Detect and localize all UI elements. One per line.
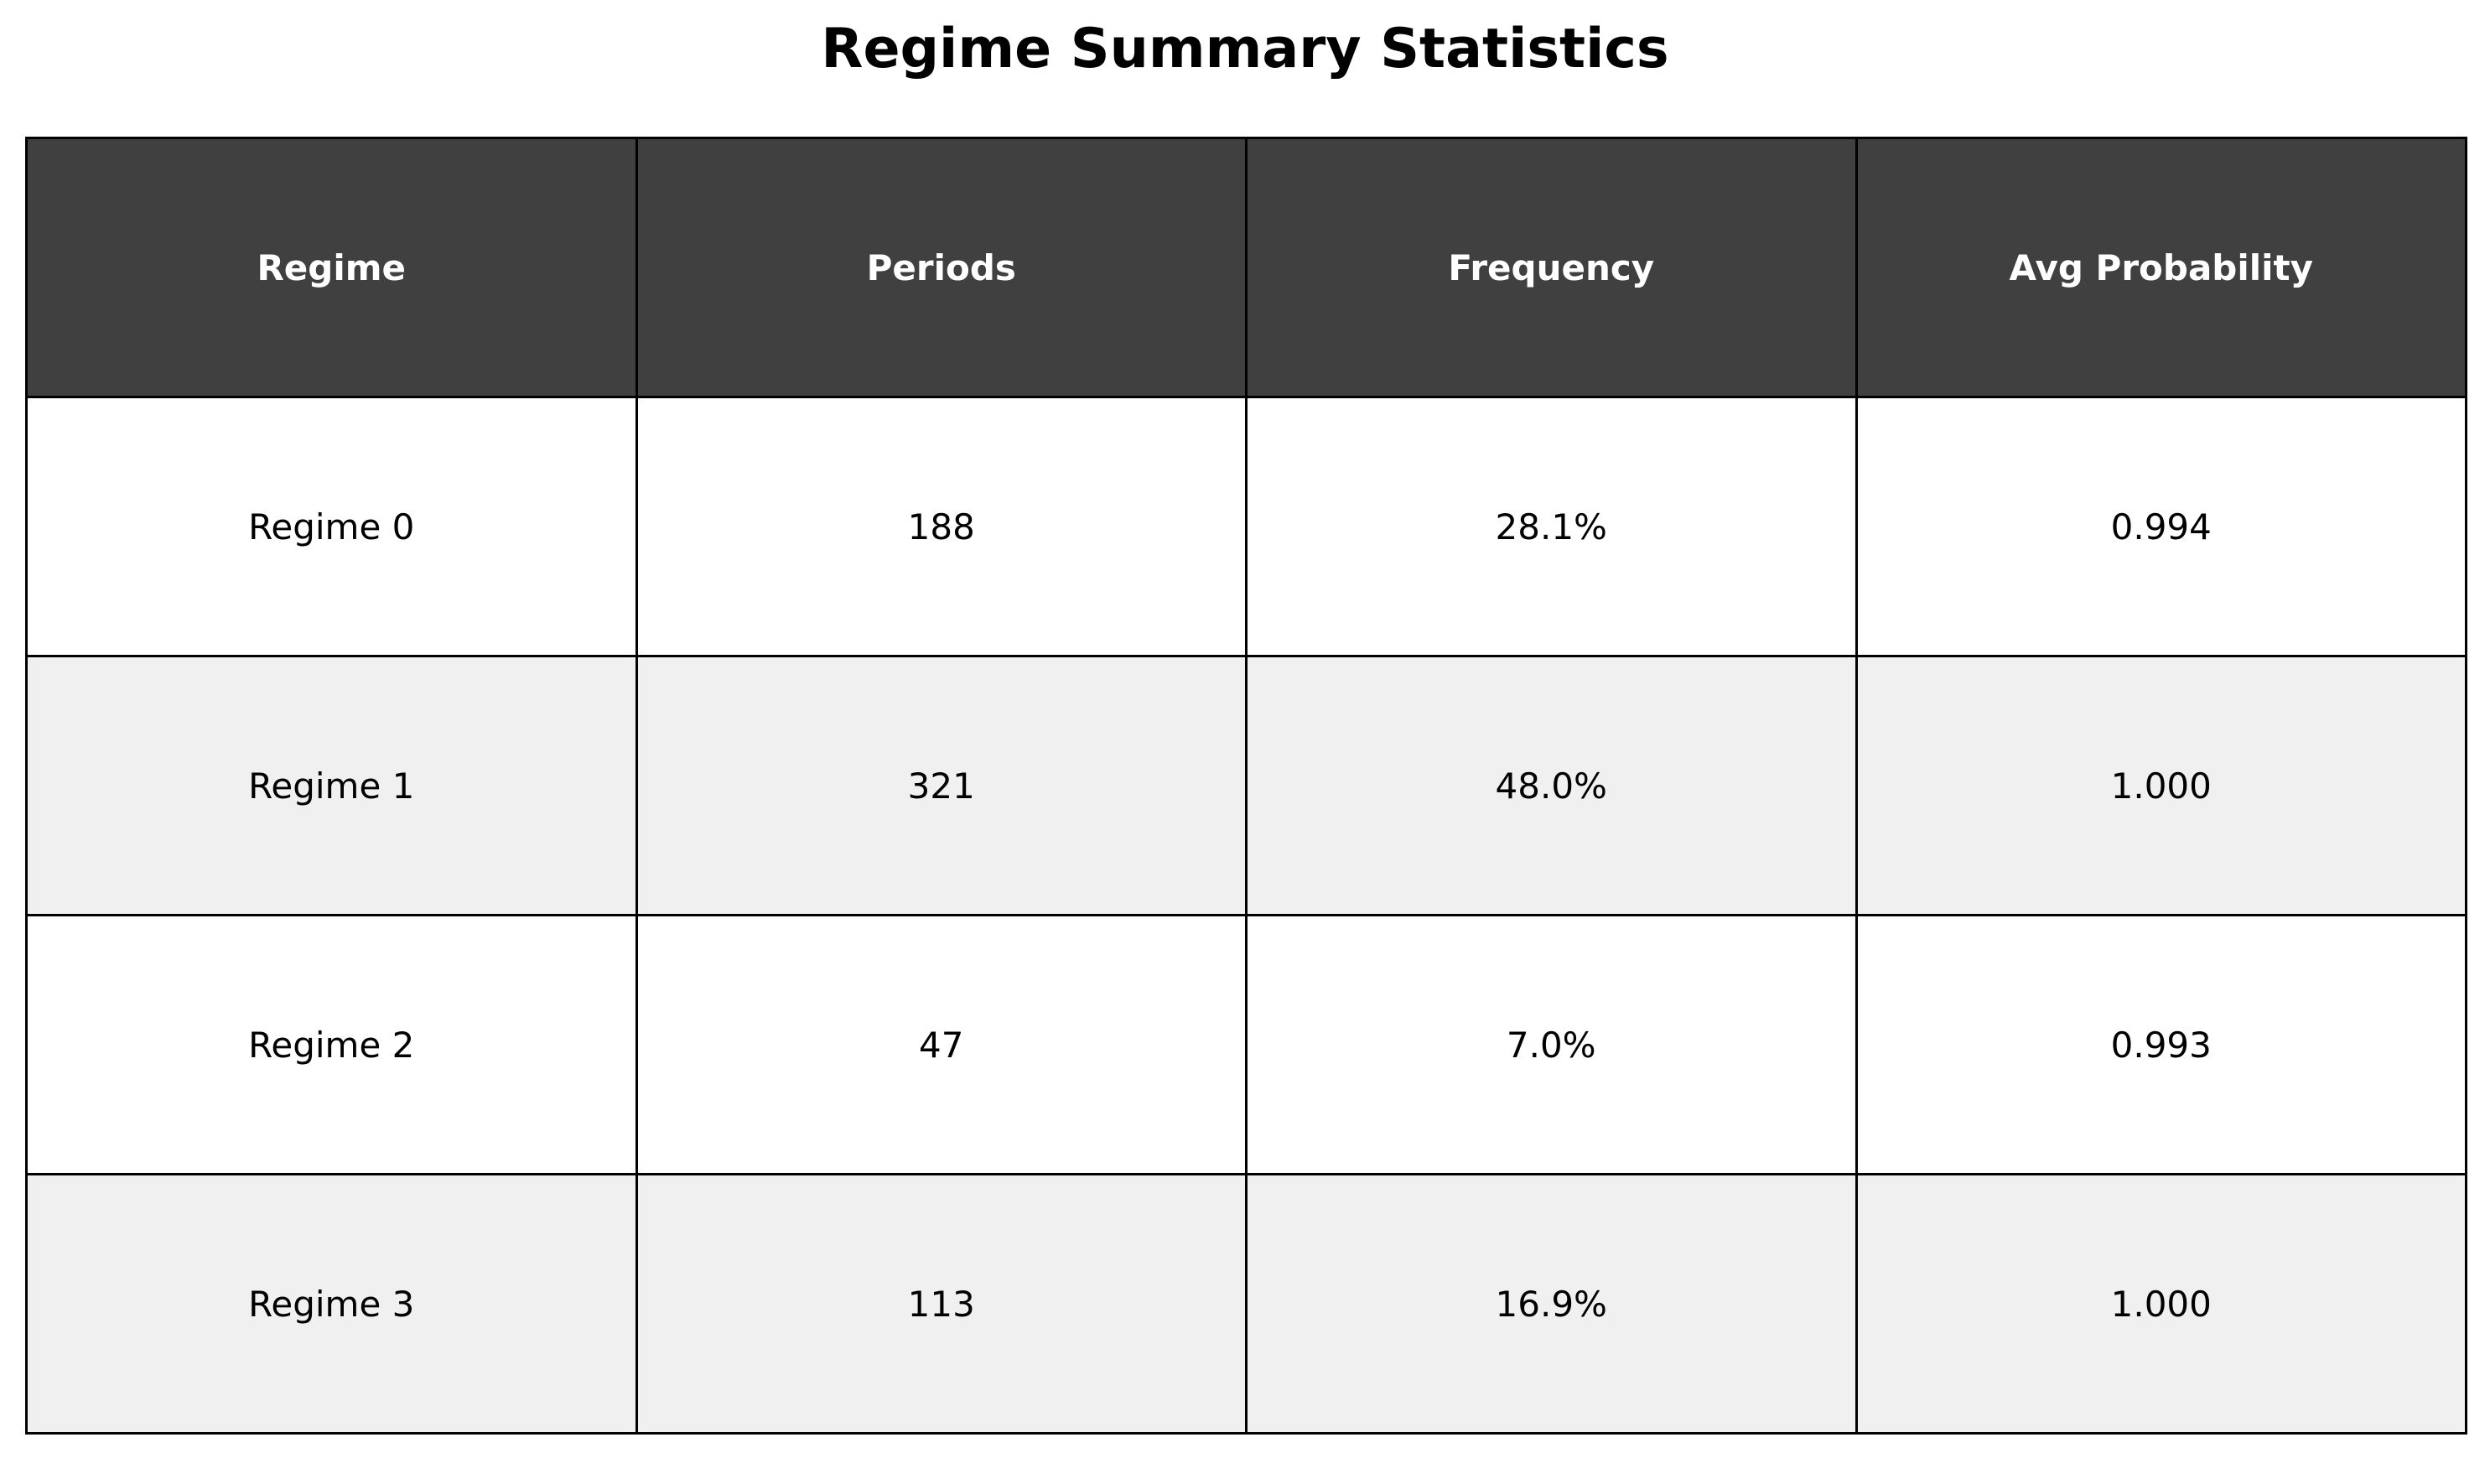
column-header-avg-probability: Avg Probability bbox=[1855, 137, 2467, 398]
cell-avg-probability: 1.000 bbox=[1855, 1173, 2467, 1435]
cell-regime: Regime 2 bbox=[25, 914, 638, 1175]
cell-periods: 188 bbox=[635, 396, 1248, 657]
cell-periods: 321 bbox=[635, 655, 1248, 916]
cell-regime: Regime 0 bbox=[25, 396, 638, 657]
table-row: Regime 3 113 16.9% 1.000 bbox=[25, 1173, 2467, 1435]
cell-avg-probability: 0.994 bbox=[1855, 396, 2467, 657]
cell-avg-probability: 0.993 bbox=[1855, 914, 2467, 1175]
cell-periods: 47 bbox=[635, 914, 1248, 1175]
table-row: Regime 2 47 7.0% 0.993 bbox=[25, 914, 2467, 1175]
cell-frequency: 48.0% bbox=[1245, 655, 1858, 916]
table-row: Regime 1 321 48.0% 1.000 bbox=[25, 655, 2467, 916]
cell-periods: 113 bbox=[635, 1173, 1248, 1435]
cell-regime: Regime 1 bbox=[25, 655, 638, 916]
column-header-regime: Regime bbox=[25, 137, 638, 398]
cell-regime: Regime 3 bbox=[25, 1173, 638, 1435]
cell-avg-probability: 1.000 bbox=[1855, 655, 2467, 916]
column-header-frequency: Frequency bbox=[1245, 137, 1858, 398]
column-header-periods: Periods bbox=[635, 137, 1248, 398]
cell-frequency: 28.1% bbox=[1245, 396, 1858, 657]
table-header-row: Regime Periods Frequency Avg Probability bbox=[25, 137, 2467, 398]
summary-table: Regime Periods Frequency Avg Probability… bbox=[25, 137, 2467, 1435]
cell-frequency: 7.0% bbox=[1245, 914, 1858, 1175]
table-row: Regime 0 188 28.1% 0.994 bbox=[25, 396, 2467, 657]
chart-title: Regime Summary Statistics bbox=[821, 18, 1669, 80]
cell-frequency: 16.9% bbox=[1245, 1173, 1858, 1435]
